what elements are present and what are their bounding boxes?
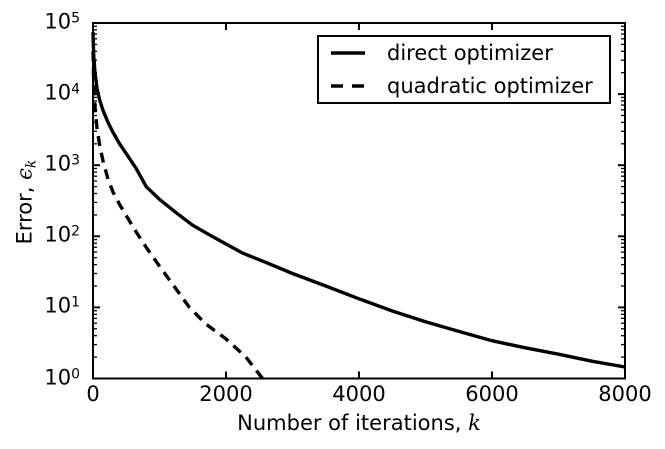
y-axis-label-text: Error, (12, 179, 37, 245)
y-tick-label: 103 (44, 151, 80, 176)
y-axis-tick-labels: 105 104 103 102 101 100 (0, 0, 86, 449)
y-tick-label: 102 (44, 222, 80, 247)
solid-line-sample-icon (331, 51, 365, 55)
legend-label: direct optimizer (387, 41, 553, 66)
legend-label: quadratic optimizer (387, 73, 593, 98)
x-tick-label: 6000 (465, 382, 519, 406)
legend-item-direct-optimizer: direct optimizer (331, 37, 609, 70)
y-tick-label: 101 (44, 294, 80, 319)
y-tick-label: 105 (44, 9, 80, 34)
x-tick-label: 2000 (199, 382, 253, 406)
x-axis-label-variable: k (468, 411, 481, 435)
y-tick-label: 100 (44, 365, 80, 390)
y-axis-label-subscript: k (23, 159, 40, 169)
x-tick-label: 0 (86, 382, 100, 406)
x-axis-label: Number of iterations, k (237, 411, 481, 435)
legend: direct optimizer quadratic optimizer (317, 35, 611, 104)
x-tick-label: 8000 (598, 382, 652, 406)
legend-item-quadratic-optimizer: quadratic optimizer (331, 70, 609, 103)
y-axis-label: Error, ϵk (13, 160, 40, 245)
epsilon-symbol: ϵ (12, 168, 37, 180)
y-tick-label: 104 (44, 80, 80, 105)
x-axis-label-text: Number of iterations, (237, 411, 469, 435)
x-tick-label: 4000 (332, 382, 386, 406)
dashed-line-sample-icon (331, 84, 365, 88)
